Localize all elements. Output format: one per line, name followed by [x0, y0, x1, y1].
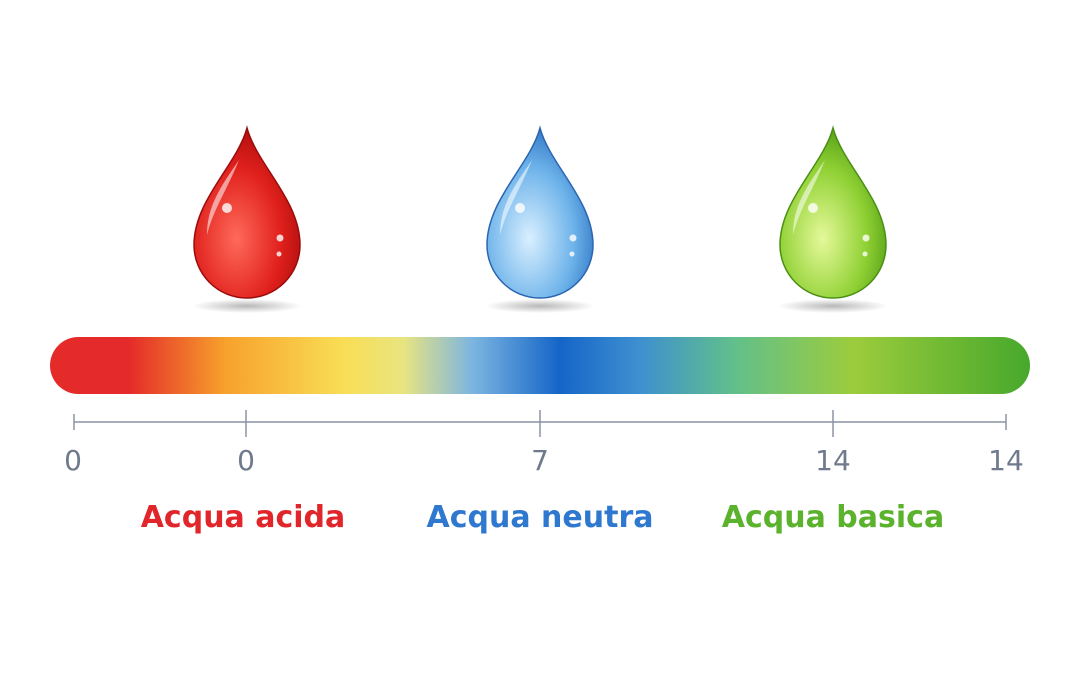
- tick-label: 14: [815, 444, 851, 477]
- ph-axis: [73, 410, 1007, 437]
- drop-body: [486, 125, 594, 299]
- drop-highlight: [793, 160, 825, 235]
- ph-gradient-bar: [50, 337, 1030, 394]
- drop-sparkle: [222, 203, 232, 213]
- drop-shadow: [485, 299, 595, 313]
- drop-highlight: [500, 160, 532, 235]
- label-acidic-water: Acqua acida: [140, 500, 346, 535]
- tick-label: 0: [237, 444, 255, 477]
- drop-sparkle: [808, 203, 818, 213]
- drop-highlight: [207, 160, 239, 235]
- drop-body: [193, 125, 301, 299]
- drop-sparkle: [862, 251, 868, 257]
- drop-body: [779, 125, 887, 299]
- drop-shadow: [778, 299, 888, 313]
- drop-sparkle: [276, 251, 282, 257]
- label-basic-water: Acqua basica: [721, 500, 945, 535]
- drop-shadow: [192, 299, 302, 313]
- red-drop-icon: [192, 125, 302, 313]
- drop-sparkle: [276, 234, 284, 242]
- tick-label: 14: [988, 444, 1024, 477]
- label-neutral-water: Acqua neutra: [426, 500, 654, 535]
- drop-sparkle: [862, 234, 870, 242]
- tick-label: 7: [531, 444, 549, 477]
- drop-sparkle: [569, 234, 577, 242]
- tick-label: 0: [64, 444, 82, 477]
- drop-sparkle: [569, 251, 575, 257]
- blue-drop-icon: [485, 125, 595, 313]
- drop-sparkle: [515, 203, 525, 213]
- green-drop-icon: [778, 125, 888, 313]
